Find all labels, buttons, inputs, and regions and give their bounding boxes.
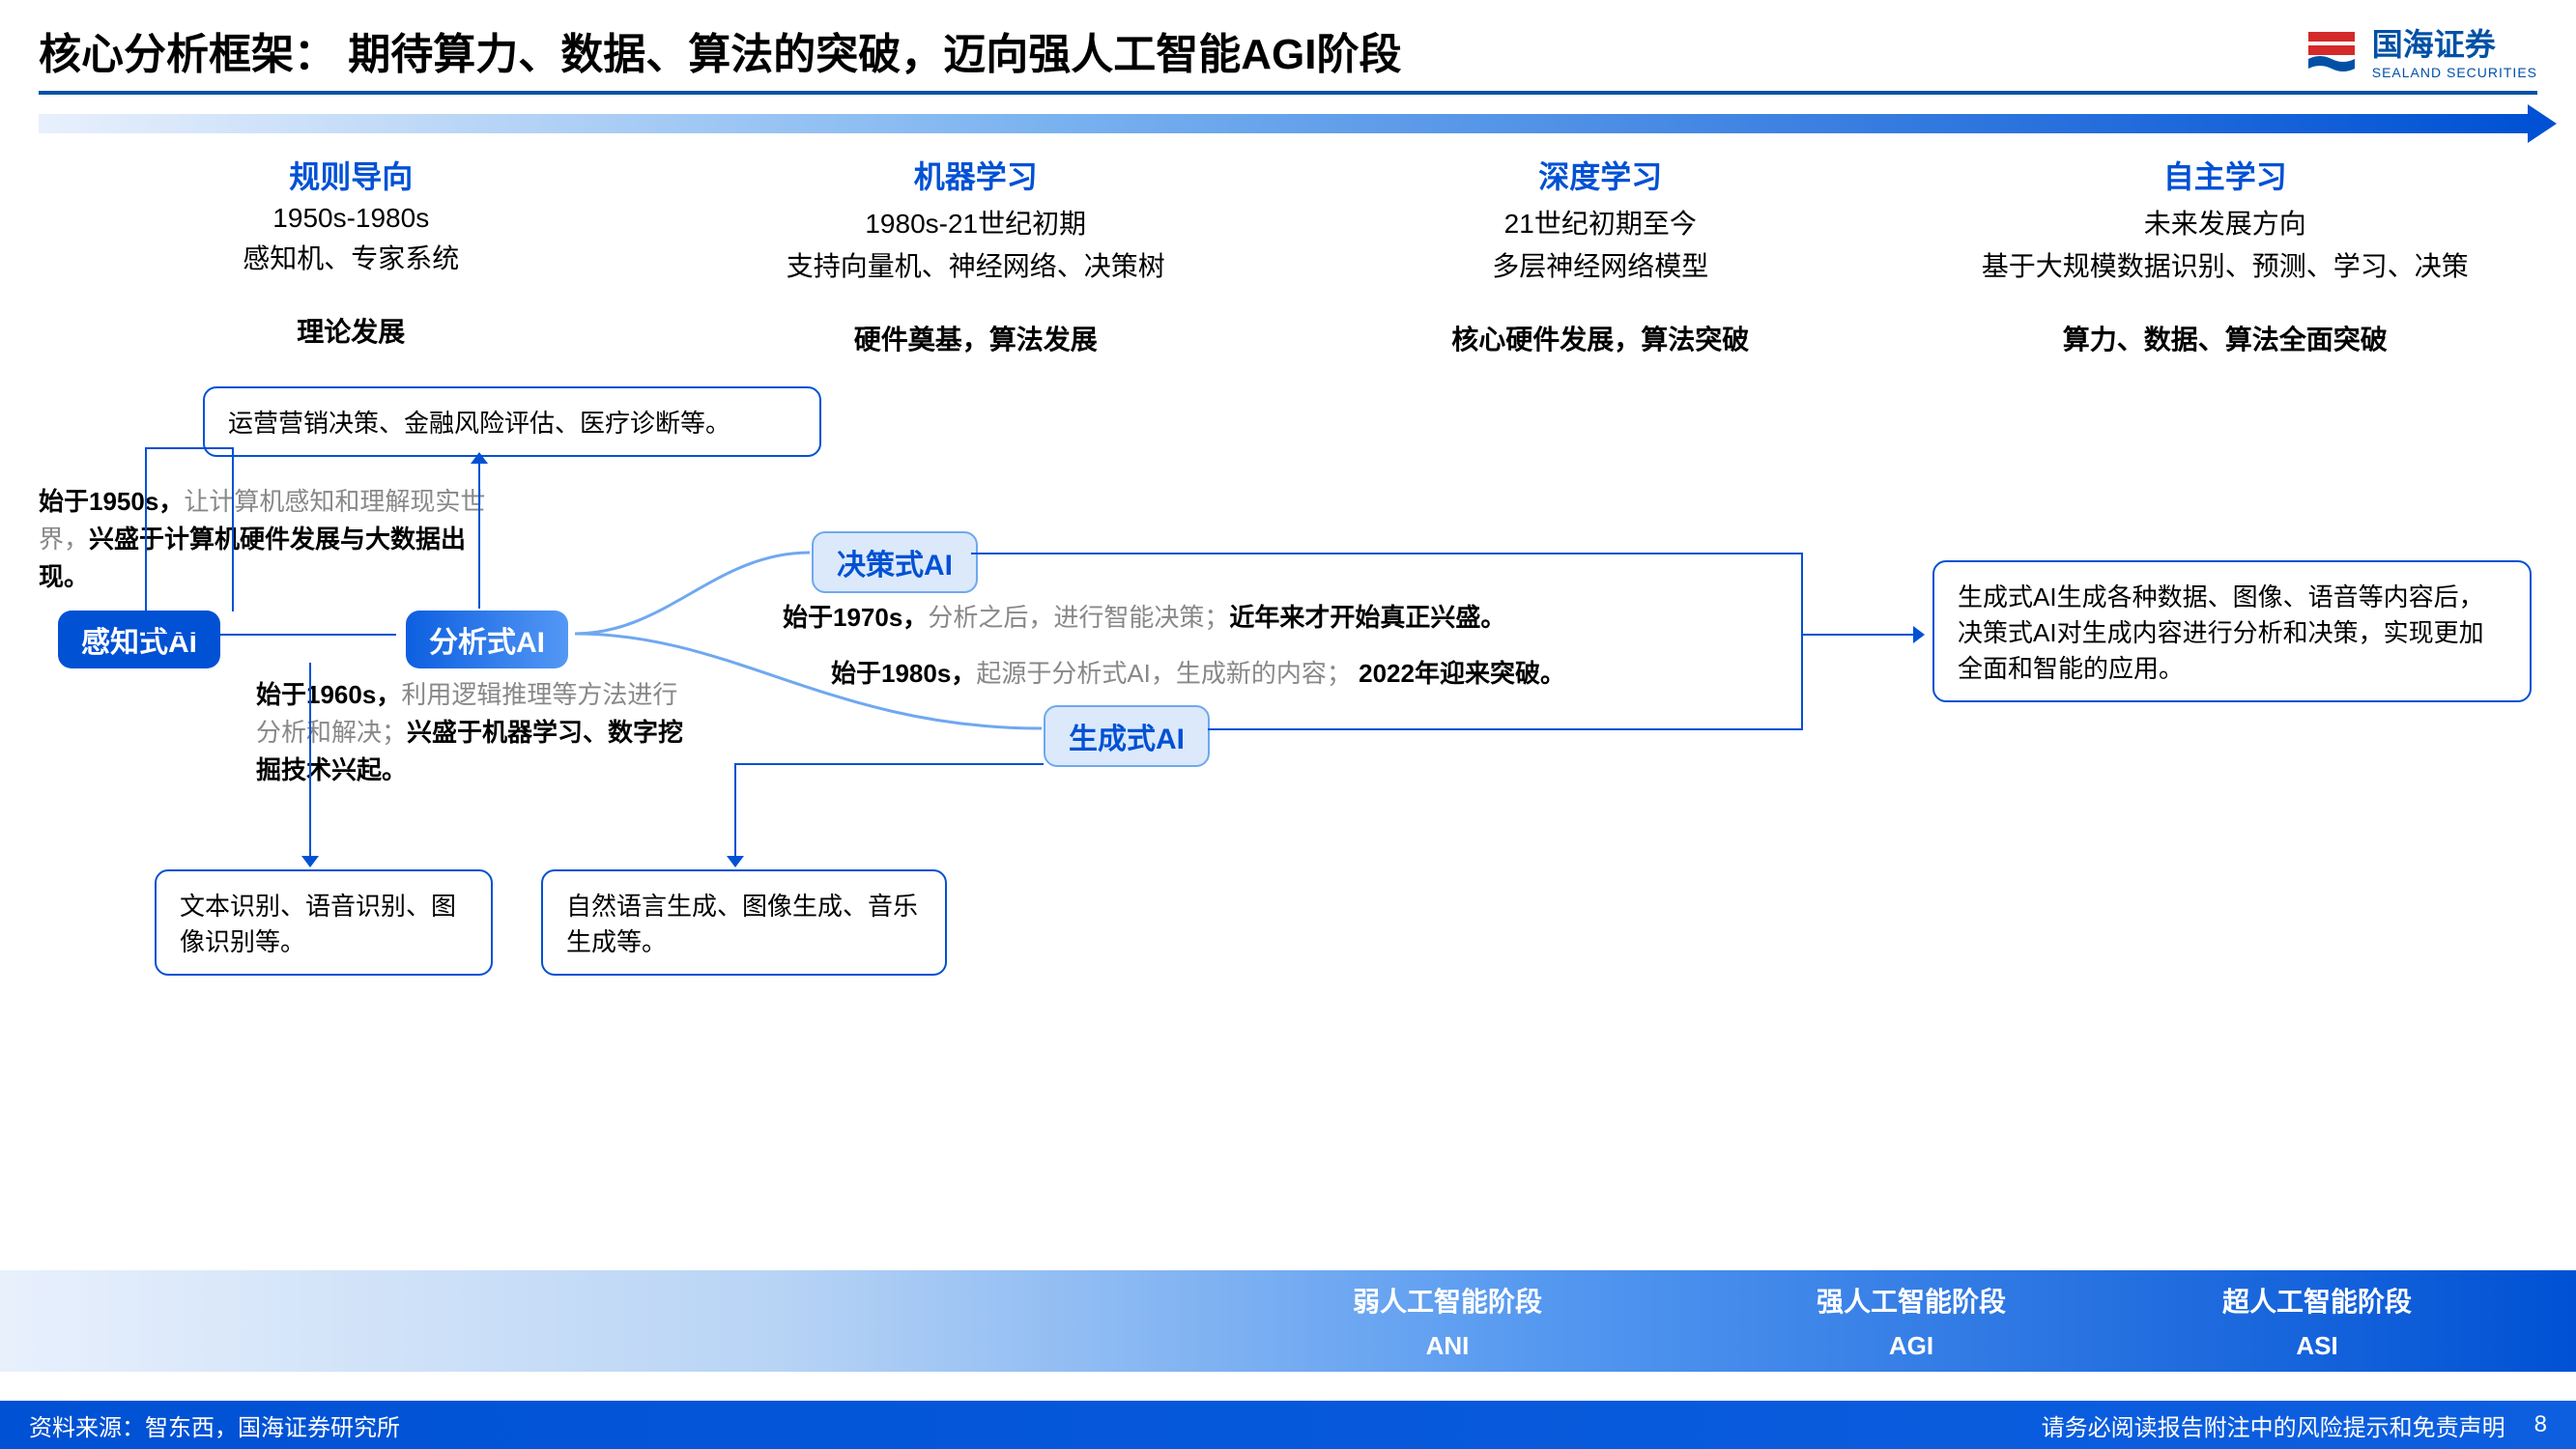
conn-decision-right-h xyxy=(971,553,1802,554)
era-desc: 基于大规模数据识别、预测、学习、决策 xyxy=(1932,245,2519,284)
footer-disclaimer: 请务必阅读报告附注中的风险提示和免责声明 xyxy=(2042,1408,2505,1442)
era-title: 自主学习 xyxy=(1932,153,2519,197)
conn-generative-h xyxy=(734,763,1044,765)
desc-generative: 始于1980s，起源于分析式AI，生成新的内容； 2022年迎来突破。 xyxy=(831,655,1797,693)
era-title: 机器学习 xyxy=(683,153,1270,197)
node-analysis-ai: 分析式AI xyxy=(406,611,568,668)
conn-perception-v2 xyxy=(145,447,147,636)
conn-to-rightbox xyxy=(1801,634,1913,636)
box-perception-apps: 文本识别、语音识别、图像识别等。 xyxy=(155,869,493,976)
era-rules: 规则导向 1950s-1980s 感知机、专家系统 理论发展 xyxy=(39,153,664,357)
title-bar: 核心分析框架： 期待算力、数据、算法的突破，迈向强人工智能AGI阶段 国海证券 … xyxy=(0,0,2576,91)
conn-analysis-topbox xyxy=(478,464,480,609)
conn-perception-h2 xyxy=(145,447,234,449)
page-title: 核心分析框架： 期待算力、数据、算法的突破，迈向强人工智能AGI阶段 xyxy=(39,19,2303,81)
era-summary: 核心硬件发展，算法突破 xyxy=(1307,319,1894,357)
conn-perception-h1 xyxy=(145,634,232,636)
era-summary: 理论发展 xyxy=(58,311,644,350)
stage-asi: 超人工智能阶段 ASI xyxy=(2222,1281,2412,1361)
conn-perception-analysis xyxy=(232,634,396,636)
box-right-summary: 生成式AI生成各种数据、图像、语音等内容后，决策式AI对生成内容进行分析和决策，… xyxy=(1932,560,2532,702)
era-desc: 支持向量机、神经网络、决策树 xyxy=(683,245,1270,284)
era-summary: 算力、数据、算法全面突破 xyxy=(1932,319,2519,357)
era-title: 深度学习 xyxy=(1307,153,1894,197)
stage-agi: 强人工智能阶段 AGI xyxy=(1817,1281,2006,1361)
conn-perception-v1 xyxy=(232,447,234,611)
era-desc: 多层神经网络模型 xyxy=(1307,245,1894,284)
box-applications-top: 运营营销决策、金融风险评估、医疗诊断等。 xyxy=(203,386,821,457)
logo-en: SEALAND SECURITIES xyxy=(2372,65,2537,80)
eras-row: 规则导向 1950s-1980s 感知机、专家系统 理论发展 机器学习 1980… xyxy=(39,153,2537,357)
era-desc: 感知机、专家系统 xyxy=(58,238,644,276)
desc-analysis: 始于1960s，利用逻辑推理等方法进行分析和解决；兴盛于机器学习、数字挖掘技术兴… xyxy=(256,676,701,789)
timeline-arrow xyxy=(39,114,2537,133)
logo-icon xyxy=(2303,26,2361,74)
conn-merge-v xyxy=(1801,553,1803,730)
era-period: 1950s-1980s xyxy=(58,203,644,234)
era-self: 自主学习 未来发展方向 基于大规模数据识别、预测、学习、决策 算力、数据、算法全… xyxy=(1913,153,2538,357)
node-decision-ai: 决策式AI xyxy=(812,531,978,593)
footer-bar: 资料来源：智东西，国海证券研究所 请务必阅读报告附注中的风险提示和免责声明 8 xyxy=(0,1401,2576,1449)
conn-generative-right-h xyxy=(1208,728,1802,730)
era-dl: 深度学习 21世纪初期至今 多层神经网络模型 核心硬件发展，算法突破 xyxy=(1288,153,1913,357)
footer-source: 资料来源：智东西，国海证券研究所 xyxy=(29,1408,2042,1442)
box-generative-apps: 自然语言生成、图像生成、音乐生成等。 xyxy=(541,869,947,976)
conn-generative-down xyxy=(734,763,736,856)
logo-cn: 国海证券 xyxy=(2372,20,2537,65)
logo: 国海证券 SEALAND SECURITIES xyxy=(2303,20,2537,80)
era-period: 未来发展方向 xyxy=(1932,203,2519,242)
node-perception-ai: 感知式AI xyxy=(58,611,220,668)
era-period: 21世纪初期至今 xyxy=(1307,203,1894,242)
page-number: 8 xyxy=(2534,1411,2547,1438)
conn-perception-down xyxy=(309,663,311,856)
stage-ani: 弱人工智能阶段 ANI xyxy=(1353,1281,1542,1361)
era-ml: 机器学习 1980s-21世纪初期 支持向量机、神经网络、决策树 硬件奠基，算法… xyxy=(664,153,1289,357)
era-summary: 硬件奠基，算法发展 xyxy=(683,319,1270,357)
node-generative-ai: 生成式AI xyxy=(1044,705,1210,767)
ai-types-diagram: 运营营销决策、金融风险评估、医疗诊断等。 始于1950s，让计算机感知和理解现实… xyxy=(39,386,2537,985)
desc-perception: 始于1950s，让计算机感知和理解现实世界，兴盛于计算机硬件发展与大数据出现。 xyxy=(39,483,493,596)
title-underline xyxy=(39,91,2537,95)
era-period: 1980s-21世纪初期 xyxy=(683,203,1270,242)
era-title: 规则导向 xyxy=(58,153,644,197)
stages-bar: 弱人工智能阶段 ANI 强人工智能阶段 AGI 超人工智能阶段 ASI xyxy=(0,1270,2576,1372)
desc-decision: 始于1970s，分析之后，进行智能决策；近年来才开始真正兴盛。 xyxy=(783,599,1749,637)
